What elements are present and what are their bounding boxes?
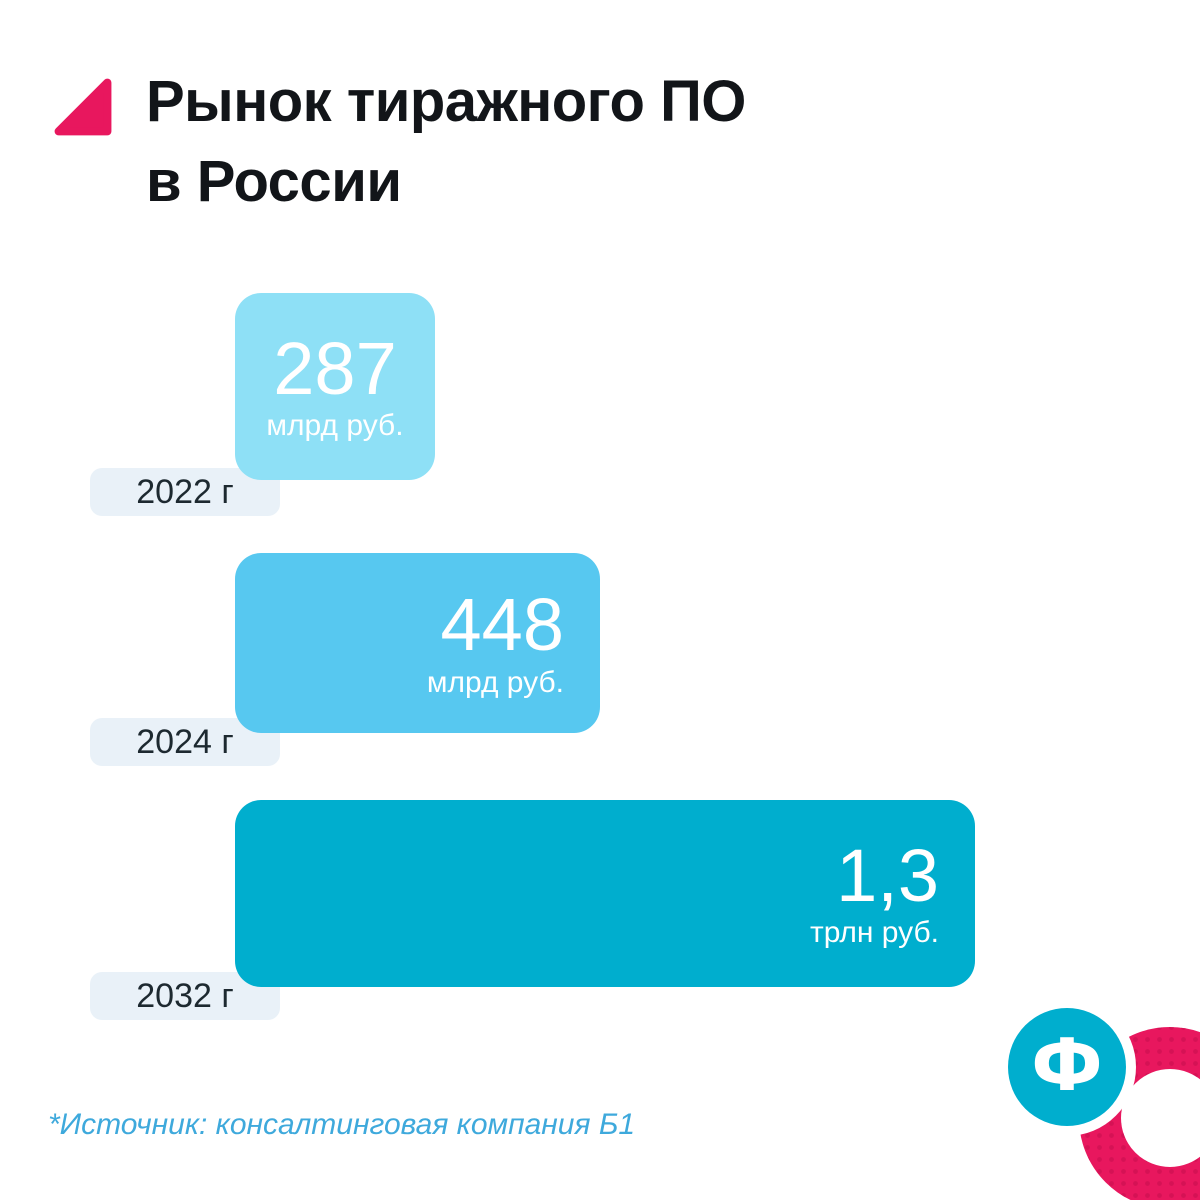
brand-logo: Ф [1008,1008,1126,1126]
bar-2022-unit: млрд руб. [266,409,404,443]
page-title-line2: в России [146,149,402,215]
bar-2032: 1,3 трлн руб. [235,800,975,987]
page-title: Рынок тиражного ПО в России [146,62,946,222]
brand-logo-letter-icon: Ф [1031,1023,1103,1107]
bar-2032-value: 1,3 [836,833,939,917]
bar-2022-value: 287 [273,326,397,410]
year-label-2024: 2024 г [90,718,280,766]
bar-2024: 448 млрд руб. [235,553,600,733]
source-note: *Источник: консалтинговая компания Б1 [48,1108,636,1141]
bar-2024-value: 448 [440,583,564,667]
year-label-2032: 2032 г [90,972,280,1020]
bar-2024-unit: млрд руб. [426,665,564,699]
page-title-line1: Рынок тиражного ПО [146,69,746,134]
decorative-pink-ring [1079,1027,1200,1200]
accent-triangle-icon [54,78,112,136]
bar-2022: 287 млрд руб. [235,293,435,480]
bar-2032-unit: трлн руб. [809,916,939,950]
